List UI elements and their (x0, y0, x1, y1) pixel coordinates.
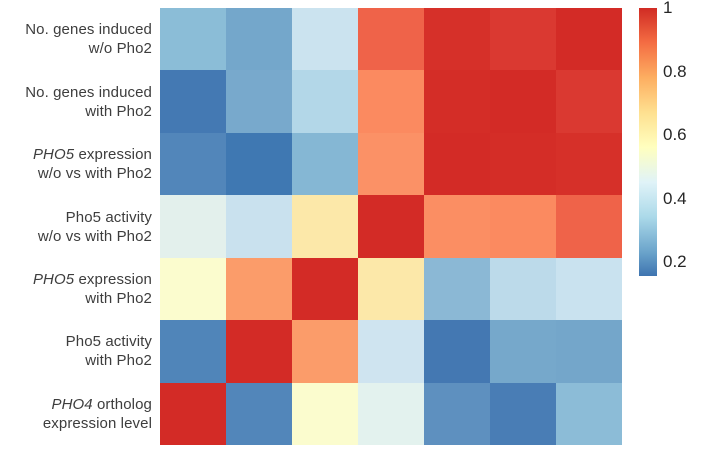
row-label: PHO5 expression w/o vs with Pho2 (0, 145, 152, 183)
heatmap-cell (292, 382, 358, 445)
heatmap-cell (226, 382, 292, 445)
heatmap-cell (490, 132, 556, 196)
row-label-text: ortholog (92, 395, 152, 413)
row-label-text: with Pho2 (85, 289, 152, 307)
heatmap-cell (424, 70, 490, 133)
colorbar-gradient (639, 8, 657, 276)
heatmap-cell (556, 8, 622, 71)
heatmap-cell (556, 195, 622, 258)
row-label: PHO4 ortholog expression level (0, 395, 152, 433)
row-label-text: PHO5 (32, 270, 75, 288)
heatmap-cell (556, 70, 622, 133)
row-label-text: expression level (42, 414, 152, 432)
row-label-text: Pho5 activity (65, 333, 152, 351)
row-label-text: w/o vs with Pho2 (37, 227, 152, 245)
heatmap-cell (424, 195, 490, 258)
colorbar-tick: 0.8 (663, 61, 687, 81)
heatmap-cell (490, 320, 556, 383)
heatmap-cell (160, 132, 226, 196)
heatmap-cell (490, 257, 556, 321)
heatmap-cell (424, 320, 490, 383)
heatmap-cell (226, 195, 292, 258)
heatmap-cell (358, 382, 424, 445)
row-label-text: No. genes induced (25, 21, 152, 39)
heatmap-cell (556, 132, 622, 196)
row-label: No. genes induced w/o Pho2 (0, 20, 152, 58)
row-label-text: w/o Pho2 (88, 40, 152, 58)
heatmap-cell (160, 320, 226, 383)
heatmap-cell (424, 382, 490, 445)
heatmap-cell (556, 320, 622, 383)
heatmap-cell (556, 382, 622, 445)
heatmap-cell (358, 257, 424, 321)
row-label: PHO5 expression with Pho2 (0, 270, 152, 308)
row-label-text: expression (74, 270, 152, 288)
row-label: No. genes induced with Pho2 (0, 83, 152, 121)
heatmap-cell (292, 8, 358, 71)
colorbar-tick: 0.2 (663, 252, 687, 272)
row-label-text: with Pho2 (85, 352, 152, 370)
heatmap-cell (226, 132, 292, 196)
heatmap-cell (358, 320, 424, 383)
heatmap-cell (160, 257, 226, 321)
heatmap-cell (160, 70, 226, 133)
row-label: Pho5 activity w/o vs with Pho2 (0, 208, 152, 246)
heatmap-cell (556, 257, 622, 321)
heatmap-cell (358, 195, 424, 258)
heatmap-cell (292, 70, 358, 133)
colorbar-tick: 1 (663, 0, 673, 17)
heatmap-cell (490, 70, 556, 133)
heatmap-cell (160, 195, 226, 258)
heatmap-cell (226, 320, 292, 383)
row-label-text: expression (74, 146, 152, 164)
heatmap-cell (160, 8, 226, 71)
heatmap-cell (292, 257, 358, 321)
row-label: Pho5 activity with Pho2 (0, 332, 152, 370)
colorbar-tick: 0.4 (663, 188, 687, 208)
heatmap-cell (424, 132, 490, 196)
heatmap-cell (490, 382, 556, 445)
heatmap-cell (358, 132, 424, 196)
row-label-text: PHO4 (51, 395, 93, 413)
heatmap-cell (292, 195, 358, 258)
row-label-text: PHO5 (32, 146, 75, 164)
row-label-text: No. genes induced (25, 83, 152, 101)
heatmap-cell (160, 382, 226, 445)
heatmap-row-labels: No. genes induced w/o Pho2 No. genes induc… (0, 0, 154, 452)
row-label-text: w/o vs with Pho2 (37, 165, 152, 183)
row-label-text: Pho5 activity (65, 208, 152, 226)
heatmap-grid (160, 8, 622, 445)
heatmap-cell (226, 70, 292, 133)
colorbar-tick: 0.6 (663, 125, 687, 145)
heatmap-cell (226, 8, 292, 71)
heatmap-cell (226, 257, 292, 321)
heatmap-cell (358, 8, 424, 71)
heatmap-cell (358, 70, 424, 133)
heatmap-cell (424, 8, 490, 71)
heatmap-cell (292, 132, 358, 196)
heatmap-cell (292, 320, 358, 383)
colorbar-tick-labels: 1 0.8 0.6 0.4 0.2 (663, 0, 723, 276)
heatmap-cell (424, 257, 490, 321)
row-label-text: with Pho2 (85, 102, 152, 120)
heatmap-cell (490, 8, 556, 71)
heatmap-cell (490, 195, 556, 258)
